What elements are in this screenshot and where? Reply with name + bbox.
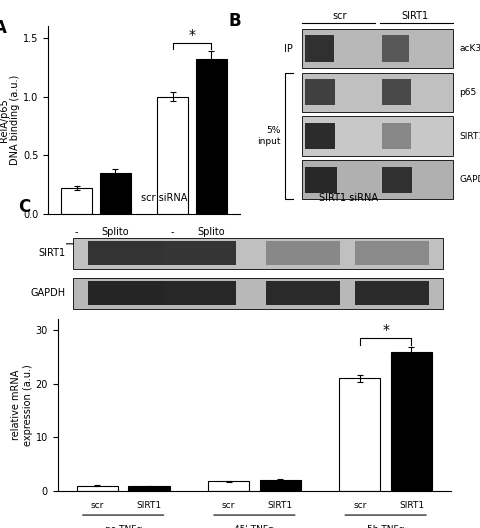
- Text: -: -: [75, 227, 78, 237]
- Bar: [355, 281, 429, 305]
- Text: GAPDH: GAPDH: [460, 175, 480, 184]
- Bar: [260, 480, 301, 491]
- Bar: [61, 188, 92, 214]
- Text: scr: scr: [222, 502, 235, 511]
- Bar: [157, 97, 188, 214]
- Text: 45' TNFα: 45' TNFα: [234, 525, 275, 528]
- Text: Splito: Splito: [198, 227, 225, 237]
- Bar: [266, 281, 340, 305]
- Text: Splito: Splito: [102, 227, 129, 237]
- Text: IP: IP: [285, 44, 293, 53]
- Bar: [305, 166, 336, 193]
- Bar: [382, 166, 412, 193]
- Text: scr siRNA: scr siRNA: [141, 193, 187, 203]
- Y-axis label: relative mRNA
expression (a.u.): relative mRNA expression (a.u.): [11, 364, 33, 446]
- Text: *: *: [382, 323, 389, 337]
- Bar: [73, 238, 444, 269]
- Text: scr: scr: [333, 11, 347, 21]
- Bar: [305, 35, 334, 62]
- Text: scr: scr: [91, 502, 104, 511]
- Bar: [100, 173, 131, 214]
- Text: 5%
input: 5% input: [257, 126, 280, 146]
- Text: SIRT1: SIRT1: [268, 502, 293, 511]
- Text: scr: scr: [353, 502, 366, 511]
- Text: acK310-p65: acK310-p65: [460, 44, 480, 53]
- Bar: [355, 241, 429, 266]
- Bar: [305, 123, 335, 149]
- Bar: [266, 241, 340, 266]
- Text: SIRT1: SIRT1: [399, 502, 424, 511]
- Text: SIRT1: SIRT1: [38, 248, 65, 258]
- Text: no TNFα: no TNFα: [105, 525, 142, 528]
- Bar: [302, 117, 453, 156]
- Text: C: C: [18, 199, 31, 216]
- Text: -: -: [171, 227, 174, 237]
- Text: B: B: [228, 12, 241, 30]
- Text: SIRT1: SIRT1: [460, 131, 480, 140]
- Text: SIRT1: SIRT1: [402, 11, 429, 21]
- Bar: [73, 278, 444, 309]
- Bar: [305, 79, 335, 106]
- Text: SIRT1 siRNA: SIRT1 siRNA: [319, 193, 378, 203]
- Bar: [208, 482, 249, 491]
- Bar: [339, 379, 381, 491]
- Bar: [382, 79, 411, 106]
- Bar: [77, 486, 118, 491]
- Bar: [88, 241, 162, 266]
- Bar: [302, 29, 453, 68]
- Text: p65: p65: [460, 88, 477, 97]
- Bar: [162, 241, 236, 266]
- Text: 5h TNFα: 5h TNFα: [367, 525, 405, 528]
- Text: 30' TNFα: 30' TNFα: [170, 255, 214, 265]
- Bar: [382, 35, 408, 62]
- Text: GAPDH: GAPDH: [30, 288, 65, 298]
- Y-axis label: RelA/p65
DNA binding (a.u.): RelA/p65 DNA binding (a.u.): [0, 75, 20, 165]
- Text: A: A: [0, 19, 7, 37]
- Text: SIRT1: SIRT1: [136, 502, 162, 511]
- Text: no TNFα: no TNFα: [76, 255, 116, 265]
- Bar: [382, 123, 411, 149]
- Bar: [302, 73, 453, 112]
- Bar: [88, 281, 162, 305]
- Bar: [391, 352, 432, 491]
- Bar: [196, 59, 227, 214]
- Text: *: *: [189, 27, 195, 42]
- Bar: [302, 160, 453, 199]
- Bar: [128, 486, 170, 491]
- Bar: [162, 281, 236, 305]
